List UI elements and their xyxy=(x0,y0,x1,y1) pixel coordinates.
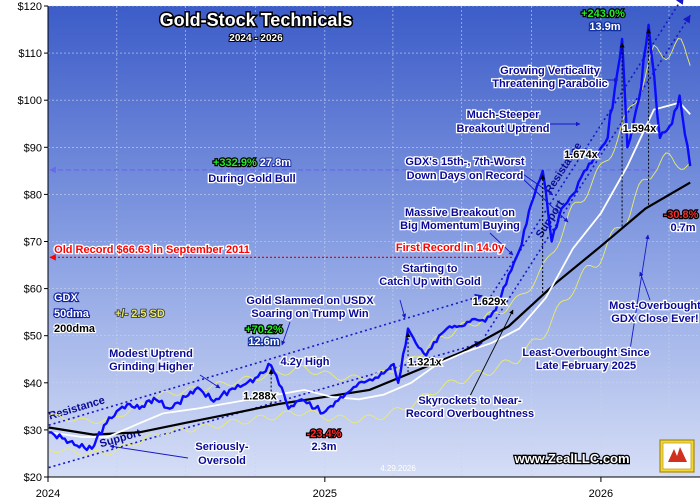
legend-200dma: 200dma xyxy=(54,323,96,335)
modest-uptrend: Modest Uptrend xyxy=(109,348,193,360)
pointer-trump xyxy=(281,321,291,346)
massive-breakout: Massive Breakout on xyxy=(405,207,515,219)
y-tick-label: $120 xyxy=(18,1,42,13)
pointer-worst-days-1 xyxy=(519,171,554,196)
y-tick-label: $20 xyxy=(24,472,42,484)
pointer-grinding xyxy=(199,374,221,389)
ratio-label: 1.629x xyxy=(473,296,508,308)
x-tick-label: 2026 xyxy=(589,488,613,500)
high-4-2y: 4.2y High xyxy=(281,356,330,368)
worst-days-2: Down Days on Record xyxy=(407,170,524,182)
oversold: Oversold xyxy=(198,455,246,467)
loss-23-time: 2.3m xyxy=(311,441,336,453)
least-overbought: Least-Overbought Since xyxy=(522,347,649,359)
gain-70-time: 12.6m xyxy=(248,336,279,348)
ratio-label: 1.321x xyxy=(408,357,443,369)
pointer-skyrockets xyxy=(469,309,514,397)
gdx-price-line xyxy=(48,23,692,452)
y-tick-label: $30 xyxy=(24,425,42,437)
y-tick-label: $40 xyxy=(24,378,42,390)
legend-gdx: GDX xyxy=(54,292,79,304)
chart-subtitle: 2024 - 2026 xyxy=(229,33,283,44)
50dma-line xyxy=(48,101,691,438)
loss-30-time: 0.7m xyxy=(670,222,695,234)
y-tick-label: $60 xyxy=(24,284,42,296)
chart-title: Gold-Stock Technicals xyxy=(160,10,353,30)
y-tick-label: $80 xyxy=(24,189,42,201)
support-line-2 xyxy=(484,14,691,337)
ratio-label: 1.594x xyxy=(623,123,658,135)
late-feb: Late February 2025 xyxy=(536,360,636,372)
seriously: Seriously- xyxy=(195,441,249,453)
gain-243: +243.0% xyxy=(581,8,625,20)
much-steeper: Much-Steeper xyxy=(467,109,540,121)
y-tick-label: $50 xyxy=(24,331,42,343)
old-record-label: Old Record $66.63 in September 2011 xyxy=(54,244,250,256)
gold-bull-label: +332.9% 27.8m xyxy=(213,157,291,169)
loss-23: -23.4% xyxy=(307,428,342,440)
catch-up: Catch Up with Gold xyxy=(379,276,480,288)
lower-band-line xyxy=(48,152,691,457)
x-tick-label: 2024 xyxy=(36,488,60,500)
soaring-trump: Soaring on Trump Win xyxy=(251,308,369,320)
resistance-line-1 xyxy=(48,293,483,426)
gold-slammed: Gold Slammed on USDX xyxy=(246,295,374,307)
ratio-label: 1.674x xyxy=(564,149,599,161)
pointer-catch-up xyxy=(399,299,407,319)
y-tick-label: $110 xyxy=(18,48,42,60)
website-label: www.ZealLLC.com xyxy=(513,451,629,466)
y-tick-label: $90 xyxy=(24,142,42,154)
support-line-1 xyxy=(48,340,483,469)
worst-days-1: GDX's 15th-, 7th-Worst xyxy=(405,156,524,168)
pointer-least-overbought xyxy=(629,234,650,351)
gold-bull-caption: During Gold Bull xyxy=(208,173,295,185)
zeal-logo-mark xyxy=(668,447,687,462)
gdx-close-ever: GDX Close Ever! xyxy=(611,313,698,325)
record-overboughtness: Record Overboughtness xyxy=(406,408,534,420)
first-record: First Record in 14.0y xyxy=(396,242,505,254)
loss-30: -30.8% xyxy=(664,209,699,221)
threatening-parabolic: Threatening Parabolic xyxy=(492,78,608,90)
breakout-uptrend: Breakout Uptrend xyxy=(457,123,550,135)
date-stamp: 4.29.2026 xyxy=(380,464,416,473)
pointer-worst-days-2 xyxy=(519,175,569,223)
y-tick-label: $70 xyxy=(24,237,42,249)
skyrockets: Skyrockets to Near- xyxy=(418,395,522,407)
gain-243-time: 13.9m xyxy=(589,21,620,33)
legend-50dma: 50dma xyxy=(54,308,90,320)
y-tick-label: $100 xyxy=(18,95,42,107)
most-overbought: Most-Overbought xyxy=(609,300,700,312)
x-tick-label: 2025 xyxy=(313,488,337,500)
200dma-line xyxy=(48,181,691,436)
ratio-label: 1.288x xyxy=(243,390,278,402)
growing-verticality: Growing Verticality xyxy=(500,65,601,77)
legend-bands: +/- 2.5 SD xyxy=(115,308,165,320)
big-momentum: Big Momentum Buying xyxy=(400,220,520,232)
starting-to: Starting to xyxy=(403,263,458,275)
pointer-massive-breakout xyxy=(489,232,514,256)
pointer-support-1 xyxy=(109,444,189,459)
gain-70: +70.2% xyxy=(245,324,283,336)
grinding-higher: Grinding Higher xyxy=(109,361,193,373)
